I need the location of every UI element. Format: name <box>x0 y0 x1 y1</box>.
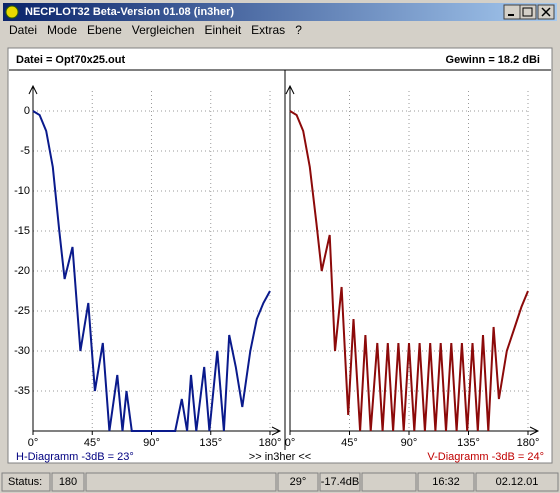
y-tick-label: -10 <box>14 185 30 197</box>
y-tick-label: -35 <box>14 385 30 397</box>
file-name: Datei = Opt70x25.out <box>16 54 125 66</box>
y-tick-label: -25 <box>14 305 30 317</box>
status-value: 180 <box>59 476 77 488</box>
status-cell <box>85 472 277 492</box>
x-tick-label: 90° <box>401 437 418 449</box>
y-axis <box>28 84 38 431</box>
x-tick-label: 45° <box>84 437 101 449</box>
menu-item[interactable]: Ebene <box>87 23 122 37</box>
gain: Gewinn = 18.2 dBi <box>446 54 540 66</box>
status-label: Status: <box>8 476 42 488</box>
status-cell <box>277 472 319 492</box>
pattern-curve <box>32 110 271 432</box>
status-time: 16:32 <box>432 476 460 488</box>
menu-item[interactable]: Einheit <box>204 23 241 37</box>
x-tick-label: 135° <box>457 437 480 449</box>
title-bar <box>3 3 557 21</box>
x-tick-label: 45° <box>341 437 358 449</box>
status-cell <box>361 472 417 492</box>
status-cell <box>51 472 85 492</box>
x-tick-label: 180° <box>259 437 282 449</box>
diagram-caption: H-Diagramm -3dB = 23° <box>16 451 134 463</box>
x-tick-label: 0° <box>28 437 39 449</box>
y-tick-label: -15 <box>14 225 30 237</box>
window-buttons[interactable] <box>503 4 555 20</box>
status-cell <box>475 472 559 492</box>
status-level: -17.4dB <box>321 476 360 488</box>
menu-item[interactable]: Vergleichen <box>132 23 195 37</box>
window-title: NECPLOT32 Beta-Version 01.08 (in3her) <box>25 6 234 18</box>
y-tick-label: -30 <box>14 345 30 357</box>
y-tick-label: -20 <box>14 265 30 277</box>
x-tick-label: 90° <box>143 437 160 449</box>
y-axis <box>285 84 295 431</box>
close-icon <box>541 7 551 17</box>
x-tick-label: 0° <box>285 437 296 449</box>
footer-center: >> in3her << <box>249 451 311 463</box>
pattern-curve <box>289 110 529 432</box>
menu-item[interactable]: Mode <box>47 23 77 37</box>
y-tick-label: 0 <box>24 105 30 117</box>
status-cell <box>1 472 51 492</box>
x-tick-label: 180° <box>517 437 540 449</box>
status-angle: 29° <box>290 476 307 488</box>
app-icon <box>5 5 19 19</box>
status-bar: Status: 180 29° -17.4dB 16:32 02.12.01 <box>1 472 559 492</box>
x-tick-label: 135° <box>199 437 222 449</box>
maximize-icon <box>522 7 533 17</box>
menu-item[interactable]: Extras <box>251 23 285 37</box>
menu-item[interactable]: Datei <box>9 23 37 37</box>
menu-bar: Datei Mode Ebene Vergleichen Einheit Extras? <box>9 23 302 37</box>
status-cell <box>319 472 361 492</box>
diagram-caption: V-Diagramm -3dB = 24° <box>427 451 544 463</box>
charts: 0 -5 -10 -15 -20 -25 -30 -35 0° 45° 90° 135° 180° H-D… <box>14 84 544 463</box>
maximize-button[interactable] <box>519 4 537 20</box>
menu-item[interactable]: ? <box>295 23 302 37</box>
y-tick-label: -5 <box>20 145 30 157</box>
status-cell <box>417 472 475 492</box>
minimize-button[interactable] <box>503 4 521 20</box>
status-date: 02.12.01 <box>496 476 539 488</box>
plot-panel <box>7 47 553 464</box>
